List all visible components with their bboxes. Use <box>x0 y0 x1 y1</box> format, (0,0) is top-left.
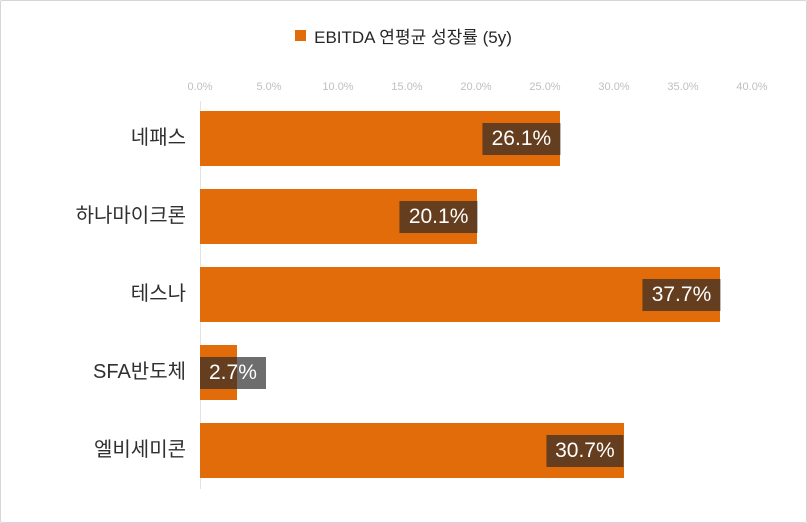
bar-row: 네패스 26.1% <box>131 111 752 166</box>
x-tick-label: 40.0% <box>736 81 768 93</box>
value-label: 2.7% <box>200 356 266 389</box>
x-tick-label: 0.0% <box>187 81 213 93</box>
bar-row: 하나마이크론 20.1% <box>76 189 752 244</box>
value-label: 20.1% <box>399 200 478 233</box>
x-tick-label: 35.0% <box>667 81 699 93</box>
x-tick-label: 5.0% <box>256 81 282 93</box>
category-label: 하나마이크론 <box>75 205 186 227</box>
category-label: 테스나 <box>130 283 186 305</box>
bar-row: 엘비세미콘 30.7% <box>94 423 752 478</box>
x-tick-label: 25.0% <box>529 81 561 93</box>
legend-label: EBITDA 연평균 성장률 (5y) <box>314 28 512 47</box>
plot-area: 네패스 26.1% 하나마이크론 20.1% 테스나 37.7% SFA반도체 2.7% 엘비세… <box>76 111 752 478</box>
category-label: 엘비세미콘 <box>94 439 186 461</box>
bar-row: SFA반도체 2.7% <box>93 345 752 400</box>
x-tick-label: 15.0% <box>391 81 423 93</box>
category-label: SFA반도체 <box>93 361 186 383</box>
value-label: 37.7% <box>642 278 721 311</box>
bar <box>200 267 721 322</box>
x-tick-label: 10.0% <box>322 81 354 93</box>
value-label: 30.7% <box>546 434 624 467</box>
bar-row: 테스나 37.7% <box>131 267 752 322</box>
category-label: 네패스 <box>130 127 186 149</box>
x-tick-label: 20.0% <box>460 81 492 93</box>
chart-legend: EBITDA 연평균 성장률 (5y) <box>1 23 806 48</box>
value-label: 26.1% <box>482 122 561 155</box>
x-axis-ticks: 0.0% 5.0% 10.0% 15.0% 20.0% 25.0% 30.0% 35.0% 40… <box>187 81 767 95</box>
x-tick-label: 30.0% <box>598 81 630 93</box>
legend-marker-icon <box>295 30 307 41</box>
